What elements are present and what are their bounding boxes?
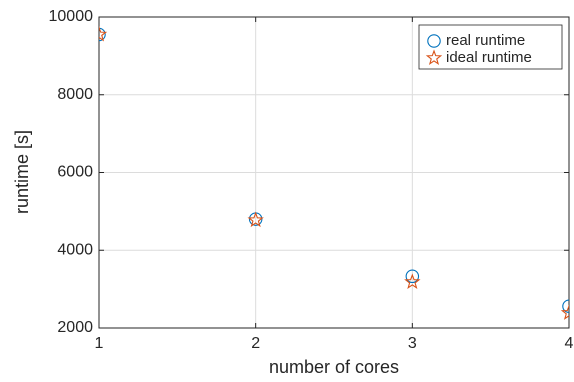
tick-labels: 1 2 3 4 2000 4000 6000 8000 10000	[49, 8, 574, 352]
x-tick-label: 4	[565, 335, 574, 352]
legend-marker-real-runtime	[427, 34, 441, 48]
x-tick-label: 2	[251, 335, 260, 352]
data-point-real-runtime	[405, 269, 420, 284]
y-tick-label: 4000	[57, 241, 93, 258]
y-tick-label: 10000	[49, 8, 94, 25]
data-marks	[99, 25, 569, 320]
y-tick-label: 2000	[57, 319, 93, 336]
legend-label-ideal-runtime: ideal runtime	[446, 49, 532, 66]
data-point-real-runtime	[562, 299, 569, 313]
y-tick-label: 8000	[57, 86, 93, 103]
x-axis-label: number of cores	[269, 357, 399, 377]
x-tick-label: 3	[408, 335, 417, 352]
data-point-ideal-runtime	[560, 304, 569, 320]
legend-marker-ideal-runtime	[425, 49, 443, 65]
legend-box	[418, 24, 563, 70]
legend-marker-real-runtime	[427, 34, 441, 48]
y-axis-label: runtime [s]	[12, 130, 32, 214]
data-point-ideal-runtime	[247, 211, 264, 228]
data-point-ideal-runtime	[99, 25, 108, 42]
legend-marker-ideal-runtime	[425, 49, 443, 65]
axes	[98, 16, 570, 329]
data-point-ideal-runtime	[404, 273, 421, 289]
y-tick-label: 6000	[57, 164, 93, 181]
legend-label-real-runtime: real runtime	[446, 32, 525, 49]
x-tick-label: 1	[95, 335, 104, 352]
legend: real runtime ideal runtime	[418, 24, 563, 70]
